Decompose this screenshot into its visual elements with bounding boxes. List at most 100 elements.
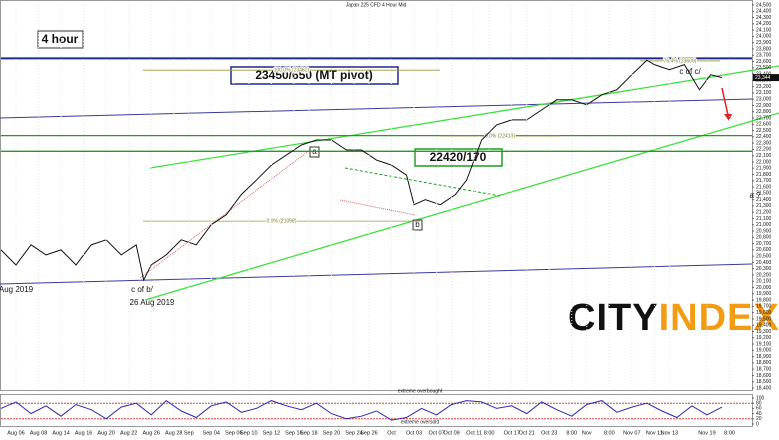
x-tick-label: Aug 14 [52, 430, 69, 436]
channel-line [344, 167, 501, 197]
x-tick-label: Aug 28 [165, 430, 182, 436]
x-tick-label: 8:00 [724, 430, 735, 436]
x-tick-label: 8:00 [604, 430, 615, 436]
y-tick-label: 22,000 [756, 159, 772, 165]
x-tick-label: Sep 16 [285, 430, 302, 436]
y-tick-label: 19,000 [756, 348, 772, 354]
overbought-label: extreme overbought [398, 388, 443, 394]
series-line [0, 399, 723, 421]
y-tick-label: 18,500 [756, 379, 772, 385]
y-tick-label: 20 [756, 416, 762, 422]
fib-label: 100.0% (23462) [274, 68, 310, 74]
y-tick-label: 80 [756, 401, 762, 407]
y-tick-label: 22,900 [756, 103, 772, 109]
x-tick-label: Aug 06 [7, 430, 24, 436]
x-tick-label: Sep 20 [323, 430, 340, 436]
x-tick-label: Sep 10 [240, 430, 257, 436]
y-tick-label: 24,300 [756, 15, 772, 21]
y-tick-label: 18,700 [756, 366, 772, 372]
x-tick-label: Aug 26 [142, 430, 159, 436]
y-tick-label: 20,900 [756, 228, 772, 234]
support-label: 22420/170 [430, 150, 487, 164]
y-tick-label: 22,200 [756, 147, 772, 153]
y-tick-label: 18,600 [756, 373, 772, 379]
date-label: Aug 2019 [0, 285, 34, 294]
y-tick-label: 21,000 [756, 222, 772, 228]
x-tick-label: Oct 23 [541, 430, 557, 436]
x-tick-label: Oct [387, 430, 396, 436]
y-tick-label: 21,100 [756, 216, 772, 222]
y-tick-label: 21,800 [756, 172, 772, 178]
y-tick-label: 18,400 [756, 385, 772, 391]
y-tick-label: 21,500 [756, 191, 772, 197]
y-tick-label: 21,400 [756, 197, 772, 203]
x-tick-label: 8:00 [484, 430, 495, 436]
price-tag [753, 74, 779, 82]
x-tick-label: Sep 24 [345, 430, 362, 436]
oscillator-panel [0, 394, 753, 427]
label-box [309, 146, 320, 158]
y-tick-label: 60 [756, 406, 762, 412]
y-tick-label: 18,800 [756, 360, 772, 366]
y-tick-label: 23,200 [756, 84, 772, 90]
y-tick-label: 100 [756, 395, 765, 401]
y-tick-label: 22,700 [756, 115, 772, 121]
arrow [721, 87, 729, 116]
x-tick-label: Oct 09 [443, 430, 459, 436]
channel-line [0, 263, 753, 285]
logo: CITYINDEX [568, 297, 779, 339]
y-tick-label: 19,500 [756, 316, 772, 322]
y-tick-label: 22,300 [756, 140, 772, 146]
price-label: 23,344 [755, 75, 771, 81]
y-tick-label: 20,000 [756, 285, 772, 291]
channel-line [0, 98, 753, 119]
y-tick-label: 40 [756, 411, 762, 417]
y-tick-label: 22,800 [756, 109, 772, 115]
x-tick-label: Sep 04 [203, 430, 220, 436]
x-tick-label: Nov 19 [698, 430, 715, 436]
y-tick-label: 19,300 [756, 329, 772, 335]
x-tick-label: Sep [184, 430, 194, 436]
wave-line [139, 149, 311, 279]
y-tick-label: 20,800 [756, 235, 772, 241]
fib-label: 0.0% (21058) [266, 218, 296, 224]
y-tick-label: 20,300 [756, 266, 772, 272]
channel-line [144, 112, 779, 301]
y-tick-label: 19,700 [756, 304, 772, 310]
y-tick-label: 23,100 [756, 90, 772, 96]
y-tick-label: 24,500 [756, 2, 772, 8]
x-tick-label: Oct 07 [428, 430, 444, 436]
x-tick-label: Aug 08 [30, 430, 47, 436]
y-tick-label: 22,600 [756, 122, 772, 128]
y-tick-label: 24,000 [756, 34, 772, 40]
fib-label: 0.0% (22413) [485, 133, 515, 139]
y-tick-label: 20,400 [756, 260, 772, 266]
y-tick-label: 21,300 [756, 203, 772, 209]
label-box [412, 219, 423, 231]
y-tick-label: 20,100 [756, 279, 772, 285]
wave-label: c of c/ [679, 67, 701, 76]
y-tick-label: 19,400 [756, 323, 772, 329]
y-tick-label: 22,500 [756, 128, 772, 134]
arrow-head [724, 114, 732, 121]
x-tick-label: Nov 11 [646, 430, 663, 436]
x-tick-label: Nov [582, 430, 592, 436]
y-tick-label: 21,600 [756, 184, 772, 190]
y-tick-label: 20,600 [756, 247, 772, 253]
chart-title: Japan 225 CFD 4 Hour Mid [346, 2, 407, 8]
wave-label: c of b/ [131, 285, 154, 294]
y-tick-label: 19,100 [756, 341, 772, 347]
y-tick-label: 19,900 [756, 291, 772, 297]
x-tick-label: Sep 12 [263, 430, 280, 436]
y-tick-label: 19,200 [756, 335, 772, 341]
x-tick-label: Oct 17 [504, 430, 520, 436]
x-tick-label: Aug 16 [75, 430, 92, 436]
x-tick-label: Sep 06 [225, 430, 242, 436]
fib-label: 76.4% (23609) [664, 58, 697, 64]
y-tick-label: 23,700 [756, 53, 772, 59]
y-tick-label: 24,400 [756, 9, 772, 15]
y-tick-label: 23,500 [756, 65, 772, 71]
x-tick-label: Oct 21 [519, 430, 535, 436]
x-tick-label: Nov 13 [661, 430, 678, 436]
